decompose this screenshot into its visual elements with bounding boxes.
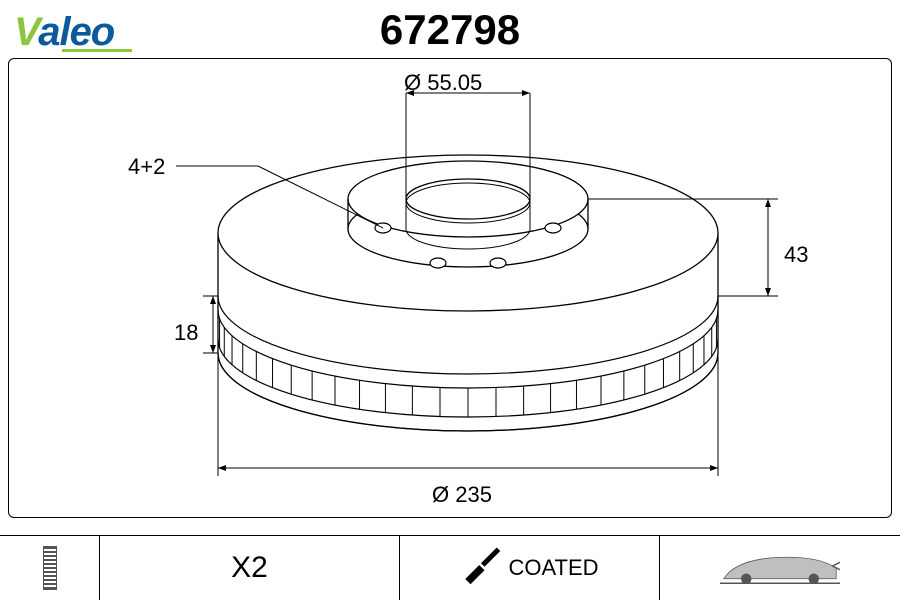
dim-thick: 18 (174, 320, 198, 346)
coated-label: COATED (508, 555, 598, 581)
footer: X2 COATED (0, 535, 900, 600)
part-number: 672798 (0, 6, 900, 54)
dim-outer: Ø 235 (432, 482, 492, 508)
qty-label: X2 (231, 551, 268, 585)
footer-qty-cell: X2 (100, 536, 400, 600)
brush-icon (460, 544, 502, 592)
footer-coated-cell: COATED (400, 536, 660, 600)
footer-car-cell (660, 536, 900, 600)
footer-disc-icon-cell (0, 536, 100, 600)
dim-hat: 43 (784, 242, 808, 268)
technical-drawing (8, 58, 892, 518)
dim-bore: Ø 55.05 (404, 70, 482, 96)
dim-bolts: 4+2 (128, 154, 165, 180)
disc-side-icon (43, 546, 57, 590)
car-front-icon (720, 546, 840, 591)
